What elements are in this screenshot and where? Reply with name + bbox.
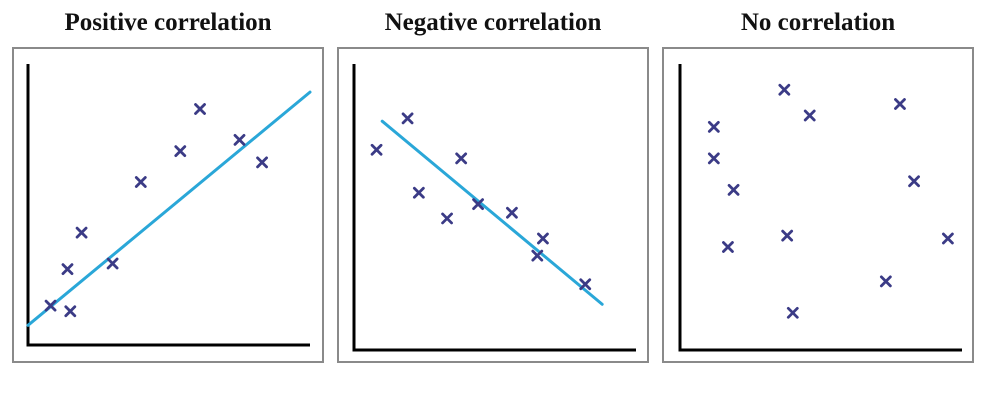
chart-frame-none — [662, 47, 974, 363]
chart-frame-negative — [337, 47, 649, 363]
data-point — [506, 206, 518, 219]
trend-line — [26, 90, 312, 327]
data-point — [64, 305, 77, 318]
data-point — [412, 186, 425, 199]
data-point — [75, 226, 88, 239]
data-point — [106, 257, 119, 270]
data-point — [908, 175, 920, 188]
data-point — [942, 232, 954, 245]
data-point — [786, 306, 799, 319]
data-point — [537, 232, 549, 245]
data-point — [233, 133, 246, 146]
data-point — [727, 183, 740, 196]
data-point — [455, 152, 468, 165]
data-point — [707, 121, 720, 133]
plot-none — [678, 64, 962, 352]
chart-title-negative: Negative correlation — [384, 9, 602, 36]
data-point — [781, 229, 794, 242]
data-point — [879, 275, 892, 288]
plot-positive — [26, 64, 312, 347]
data-point — [174, 145, 187, 158]
data-point — [61, 263, 74, 276]
data-point — [722, 241, 734, 253]
data-point — [194, 103, 206, 115]
chart-title-positive: Positive correlation — [64, 9, 272, 36]
data-point — [579, 278, 592, 291]
data-point — [370, 143, 383, 156]
data-point — [707, 152, 720, 165]
data-point — [44, 299, 57, 312]
trend-line — [380, 119, 604, 306]
data-point — [134, 176, 147, 188]
data-point — [441, 212, 453, 225]
chart-frame-positive — [12, 47, 324, 363]
plot-negative — [352, 64, 636, 352]
data-point — [894, 98, 906, 110]
data-point — [472, 198, 484, 211]
data-point — [256, 156, 268, 169]
data-point — [531, 249, 544, 262]
data-point — [401, 112, 414, 125]
data-point — [778, 83, 791, 96]
chart-title-none: No correlation — [740, 9, 896, 36]
data-point — [803, 109, 816, 122]
